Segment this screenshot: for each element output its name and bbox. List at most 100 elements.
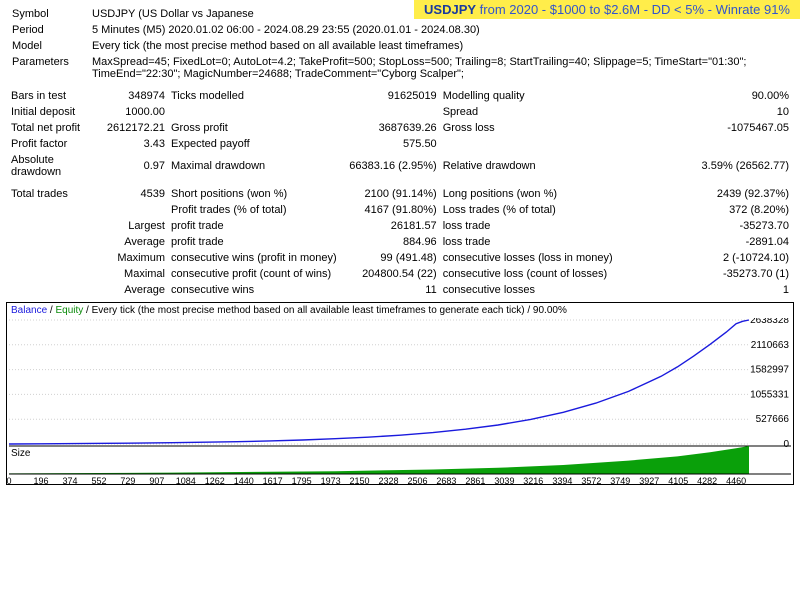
mq-label: Modelling quality xyxy=(440,88,616,104)
svg-text:374: 374 xyxy=(62,476,77,484)
svg-text:1440: 1440 xyxy=(234,476,254,484)
svg-text:196: 196 xyxy=(33,476,48,484)
promo-banner: USDJPY from 2020 - $1000 to $2.6M - DD <… xyxy=(414,0,800,19)
pf-label: Profit factor xyxy=(8,136,98,152)
tt-value: 4539 xyxy=(98,186,168,202)
chart-balance-label: Balance xyxy=(11,305,47,316)
lp-value: 2439 (92.37%) xyxy=(616,186,792,202)
alt-label: loss trade xyxy=(440,234,616,250)
period-label: Period xyxy=(8,22,88,38)
add-label: Absolute drawdown xyxy=(8,152,98,180)
llt-label: loss trade xyxy=(440,218,616,234)
alt-value: -2891.04 xyxy=(616,234,792,250)
mcls-value: -35273.70 (1) xyxy=(616,266,792,282)
svg-text:1084: 1084 xyxy=(176,476,196,484)
rdd-label: Relative drawdown xyxy=(440,152,616,180)
bars-label: Bars in test xyxy=(8,88,98,104)
pf-value: 3.43 xyxy=(98,136,168,152)
chart-title: Balance / Equity / Every tick (the most … xyxy=(7,303,793,318)
idep-value: 1000.00 xyxy=(98,104,168,120)
llt-value: -35273.70 xyxy=(616,218,792,234)
mq-value: 90.00% xyxy=(616,88,792,104)
mcw-value: 99 (491.48) xyxy=(340,250,440,266)
svg-text:2861: 2861 xyxy=(465,476,485,484)
svg-text:552: 552 xyxy=(91,476,106,484)
svg-text:Size: Size xyxy=(11,448,31,459)
ticks-label: Ticks modelled xyxy=(168,88,340,104)
model-value: Every tick (the most precise method base… xyxy=(88,38,792,54)
mcw-label: consecutive wins (profit in money) xyxy=(168,250,340,266)
svg-text:4460: 4460 xyxy=(726,476,746,484)
ep-value: 575.50 xyxy=(340,136,440,152)
svg-text:4282: 4282 xyxy=(697,476,717,484)
bars-value: 348974 xyxy=(98,88,168,104)
svg-text:2328: 2328 xyxy=(379,476,399,484)
gp-label: Gross profit xyxy=(168,120,340,136)
params-label: Parameters xyxy=(8,54,88,82)
tnp-label: Total net profit xyxy=(8,120,98,136)
svg-text:3749: 3749 xyxy=(610,476,630,484)
gp-value: 3687639.26 xyxy=(340,120,440,136)
mcls-label: consecutive loss (count of losses) xyxy=(440,266,616,282)
pt-label: Profit trades (% of total) xyxy=(168,202,340,218)
apt-label: profit trade xyxy=(168,234,340,250)
acw-value: 11 xyxy=(340,282,440,298)
mcp-value: 204800.54 (22) xyxy=(340,266,440,282)
svg-text:907: 907 xyxy=(149,476,164,484)
symbol-label: Symbol xyxy=(8,6,88,22)
acl-label: consecutive losses xyxy=(440,282,616,298)
tnp-value: 2612172.21 xyxy=(98,120,168,136)
average-label: Average xyxy=(98,234,168,250)
svg-text:0: 0 xyxy=(783,439,789,450)
pt-value: 4167 (91.80%) xyxy=(340,202,440,218)
sp-value: 2100 (91.14%) xyxy=(340,186,440,202)
svg-text:3927: 3927 xyxy=(639,476,659,484)
equity-chart: Balance / Equity / Every tick (the most … xyxy=(6,302,794,485)
period-value: 5 Minutes (M5) 2020.01.02 06:00 - 2024.0… xyxy=(88,22,792,38)
spread-value: 10 xyxy=(616,104,792,120)
svg-text:1617: 1617 xyxy=(263,476,283,484)
svg-text:0: 0 xyxy=(7,476,12,484)
svg-text:729: 729 xyxy=(120,476,135,484)
rdd-value: 3.59% (26562.77) xyxy=(616,152,792,180)
mdd-value: 66383.16 (2.95%) xyxy=(340,152,440,180)
idep-label: Initial deposit xyxy=(8,104,98,120)
mcp-label: consecutive profit (count of wins) xyxy=(168,266,340,282)
banner-symbol: USDJPY xyxy=(424,2,476,17)
svg-text:1055331: 1055331 xyxy=(750,389,789,400)
gl-label: Gross loss xyxy=(440,120,616,136)
mdd-label: Maximal drawdown xyxy=(168,152,340,180)
svg-text:2506: 2506 xyxy=(408,476,428,484)
svg-text:3216: 3216 xyxy=(523,476,543,484)
maximum-label: Maximum xyxy=(98,250,168,266)
svg-text:2638328: 2638328 xyxy=(750,318,789,326)
lpt-value: 26181.57 xyxy=(340,218,440,234)
sp-label: Short positions (won %) xyxy=(168,186,340,202)
svg-text:2150: 2150 xyxy=(350,476,370,484)
add-value: 0.97 xyxy=(98,152,168,180)
mcl-label: consecutive losses (loss in money) xyxy=(440,250,616,266)
lp-label: Long positions (won %) xyxy=(440,186,616,202)
ticks-value: 91625019 xyxy=(340,88,440,104)
gl-value: -1075467.05 xyxy=(616,120,792,136)
svg-text:3394: 3394 xyxy=(552,476,572,484)
svg-text:1795: 1795 xyxy=(292,476,312,484)
svg-text:4105: 4105 xyxy=(668,476,688,484)
spread-label: Spread xyxy=(440,104,616,120)
mcl-value: 2 (-10724.10) xyxy=(616,250,792,266)
acl-value: 1 xyxy=(616,282,792,298)
svg-text:1262: 1262 xyxy=(205,476,225,484)
banner-text: from 2020 - $1000 to $2.6M - DD < 5% - W… xyxy=(476,2,790,17)
chart-equity-label: Equity xyxy=(55,305,83,316)
ep-label: Expected payoff xyxy=(168,136,340,152)
largest-label: Largest xyxy=(98,218,168,234)
apt-value: 884.96 xyxy=(340,234,440,250)
svg-text:527666: 527666 xyxy=(756,414,790,425)
model-label: Model xyxy=(8,38,88,54)
strategy-report: Symbol USDJPY (US Dollar vs Japanese Per… xyxy=(0,0,800,298)
svg-text:2683: 2683 xyxy=(436,476,456,484)
lt-value: 372 (8.20%) xyxy=(616,202,792,218)
stats-table: Bars in test 348974 Ticks modelled 91625… xyxy=(8,88,792,298)
params-value: MaxSpread=45; FixedLot=0; AutoLot=4.2; T… xyxy=(88,54,792,82)
average2-label: Average xyxy=(98,282,168,298)
